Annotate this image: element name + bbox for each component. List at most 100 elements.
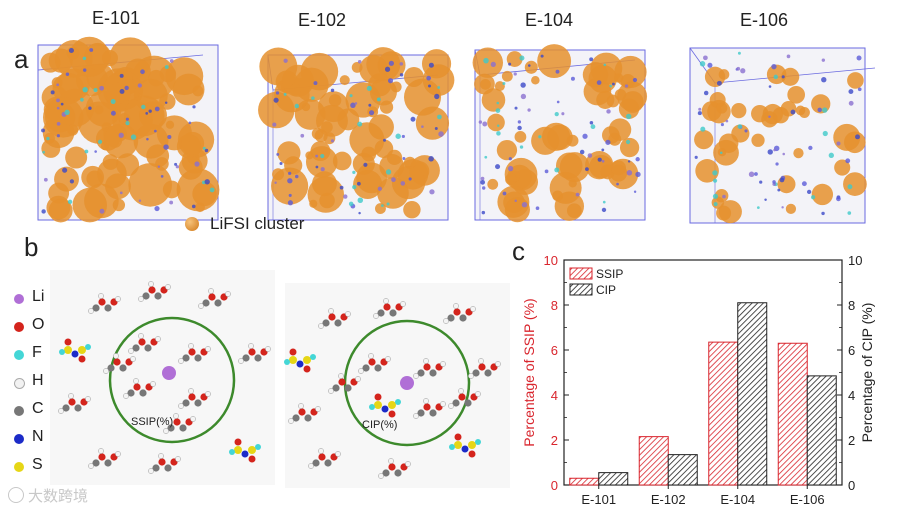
molecule-dot	[429, 189, 435, 195]
molecule-dot	[287, 200, 293, 206]
right-y-tick-label: 4	[848, 388, 855, 403]
bar-cip-e-106	[806, 375, 837, 486]
molecule-dot	[358, 211, 361, 215]
molecule-dot	[767, 149, 773, 155]
molecule-dot	[124, 85, 129, 91]
molecule-dot	[89, 48, 94, 52]
cluster-blob	[178, 155, 203, 180]
molecule-dot	[635, 157, 640, 162]
molecule-dot	[273, 97, 279, 103]
left-y-tick-label: 4	[551, 388, 558, 403]
molecule-dot	[605, 139, 611, 145]
cluster-blob	[751, 133, 765, 147]
molecule-dot	[320, 167, 325, 172]
molecule-dot	[194, 161, 200, 167]
cluster-blob	[403, 156, 416, 169]
molecule-dot	[400, 181, 406, 186]
molecule-dot	[395, 133, 401, 139]
molecule-dot	[856, 55, 862, 61]
molecule-dot	[606, 109, 611, 114]
molecule-dot	[279, 161, 283, 166]
molecule-dot	[716, 80, 722, 86]
legend-label-ssip: SSIP	[596, 267, 623, 281]
molecule-dot	[495, 108, 501, 113]
cluster-blob	[481, 88, 506, 112]
molecule-dot	[555, 69, 560, 74]
solvent-molecule	[468, 358, 501, 379]
cluster-blob	[716, 102, 728, 114]
molecule-dot	[703, 90, 709, 96]
molecule-dot	[174, 162, 178, 166]
cluster-blob	[487, 178, 499, 190]
molecule-dot	[585, 167, 589, 171]
solvent-molecule	[198, 288, 231, 309]
molecule-dot	[808, 145, 813, 151]
molecule-dot	[169, 59, 174, 63]
fsi-anion	[449, 433, 481, 458]
molecule-dot	[330, 88, 335, 93]
molecule-dot	[339, 185, 344, 190]
molecule-dot	[603, 63, 607, 67]
molecule-dot	[508, 62, 512, 66]
molecule-dot	[508, 157, 512, 161]
molecule-dot	[597, 157, 602, 162]
solvent-molecule	[88, 448, 121, 469]
molecule-dot	[145, 112, 149, 115]
molecule-dot	[67, 199, 73, 205]
molecule-dot	[626, 113, 632, 120]
solvent-molecule	[88, 293, 121, 314]
solvent-molecule	[163, 413, 196, 434]
cluster-blob	[94, 105, 104, 115]
molecule-dot	[50, 90, 55, 95]
molecule-dot	[786, 54, 791, 59]
molecule-dot	[782, 152, 786, 156]
cluster-blob	[487, 113, 505, 132]
molecule-dot	[482, 186, 486, 190]
molecule-dot	[368, 103, 372, 107]
cluster-blob	[277, 141, 301, 165]
molecule-dot	[357, 60, 362, 64]
cluster-blob	[102, 154, 119, 170]
molecule-dot	[601, 159, 605, 163]
right-y-tick-label: 10	[848, 253, 862, 268]
cluster-blob	[494, 81, 505, 92]
panel-a-label: a	[14, 44, 29, 74]
molecule-dot	[428, 156, 434, 162]
solvent-molecule	[328, 373, 361, 394]
molecule-dot	[320, 153, 325, 159]
molecule-dot	[772, 180, 776, 184]
molecule-dot	[352, 184, 357, 190]
left-y-tick-label: 2	[551, 433, 558, 448]
cluster-blob	[41, 138, 61, 158]
cluster-blob	[368, 114, 394, 140]
cluster-blob	[606, 94, 620, 108]
cluster-blob	[46, 195, 71, 220]
ssip-label: SSIP(%)	[131, 416, 173, 428]
molecule-dot	[348, 201, 354, 207]
molecule-dot	[313, 81, 318, 86]
molecule-dot	[315, 165, 319, 169]
molecule-dot	[274, 181, 277, 184]
molecule-dot	[287, 178, 293, 184]
molecule-dot	[535, 206, 540, 211]
sim-box-e-106	[689, 47, 876, 224]
molecule-dot	[160, 175, 164, 178]
cluster-legend-dot	[185, 217, 199, 231]
molecule-dot	[570, 76, 575, 81]
molecule-dot	[478, 120, 483, 124]
molecule-dot	[399, 62, 404, 66]
left-y-tick-label: 6	[551, 343, 558, 358]
molecule-dot	[82, 86, 88, 93]
molecule-dot	[821, 77, 827, 83]
cluster-blob	[514, 130, 527, 143]
molecule-dot	[781, 206, 784, 209]
solvent-molecule	[58, 393, 91, 414]
molecule-dot	[56, 122, 61, 126]
sim-box-e-101	[37, 36, 220, 223]
molecule-dot	[845, 158, 851, 164]
molecule-dot	[385, 169, 392, 175]
molecule-dot	[725, 119, 729, 123]
solvent-molecule	[373, 298, 406, 319]
molecule-dot	[697, 111, 702, 116]
molecule-dot	[611, 82, 615, 86]
